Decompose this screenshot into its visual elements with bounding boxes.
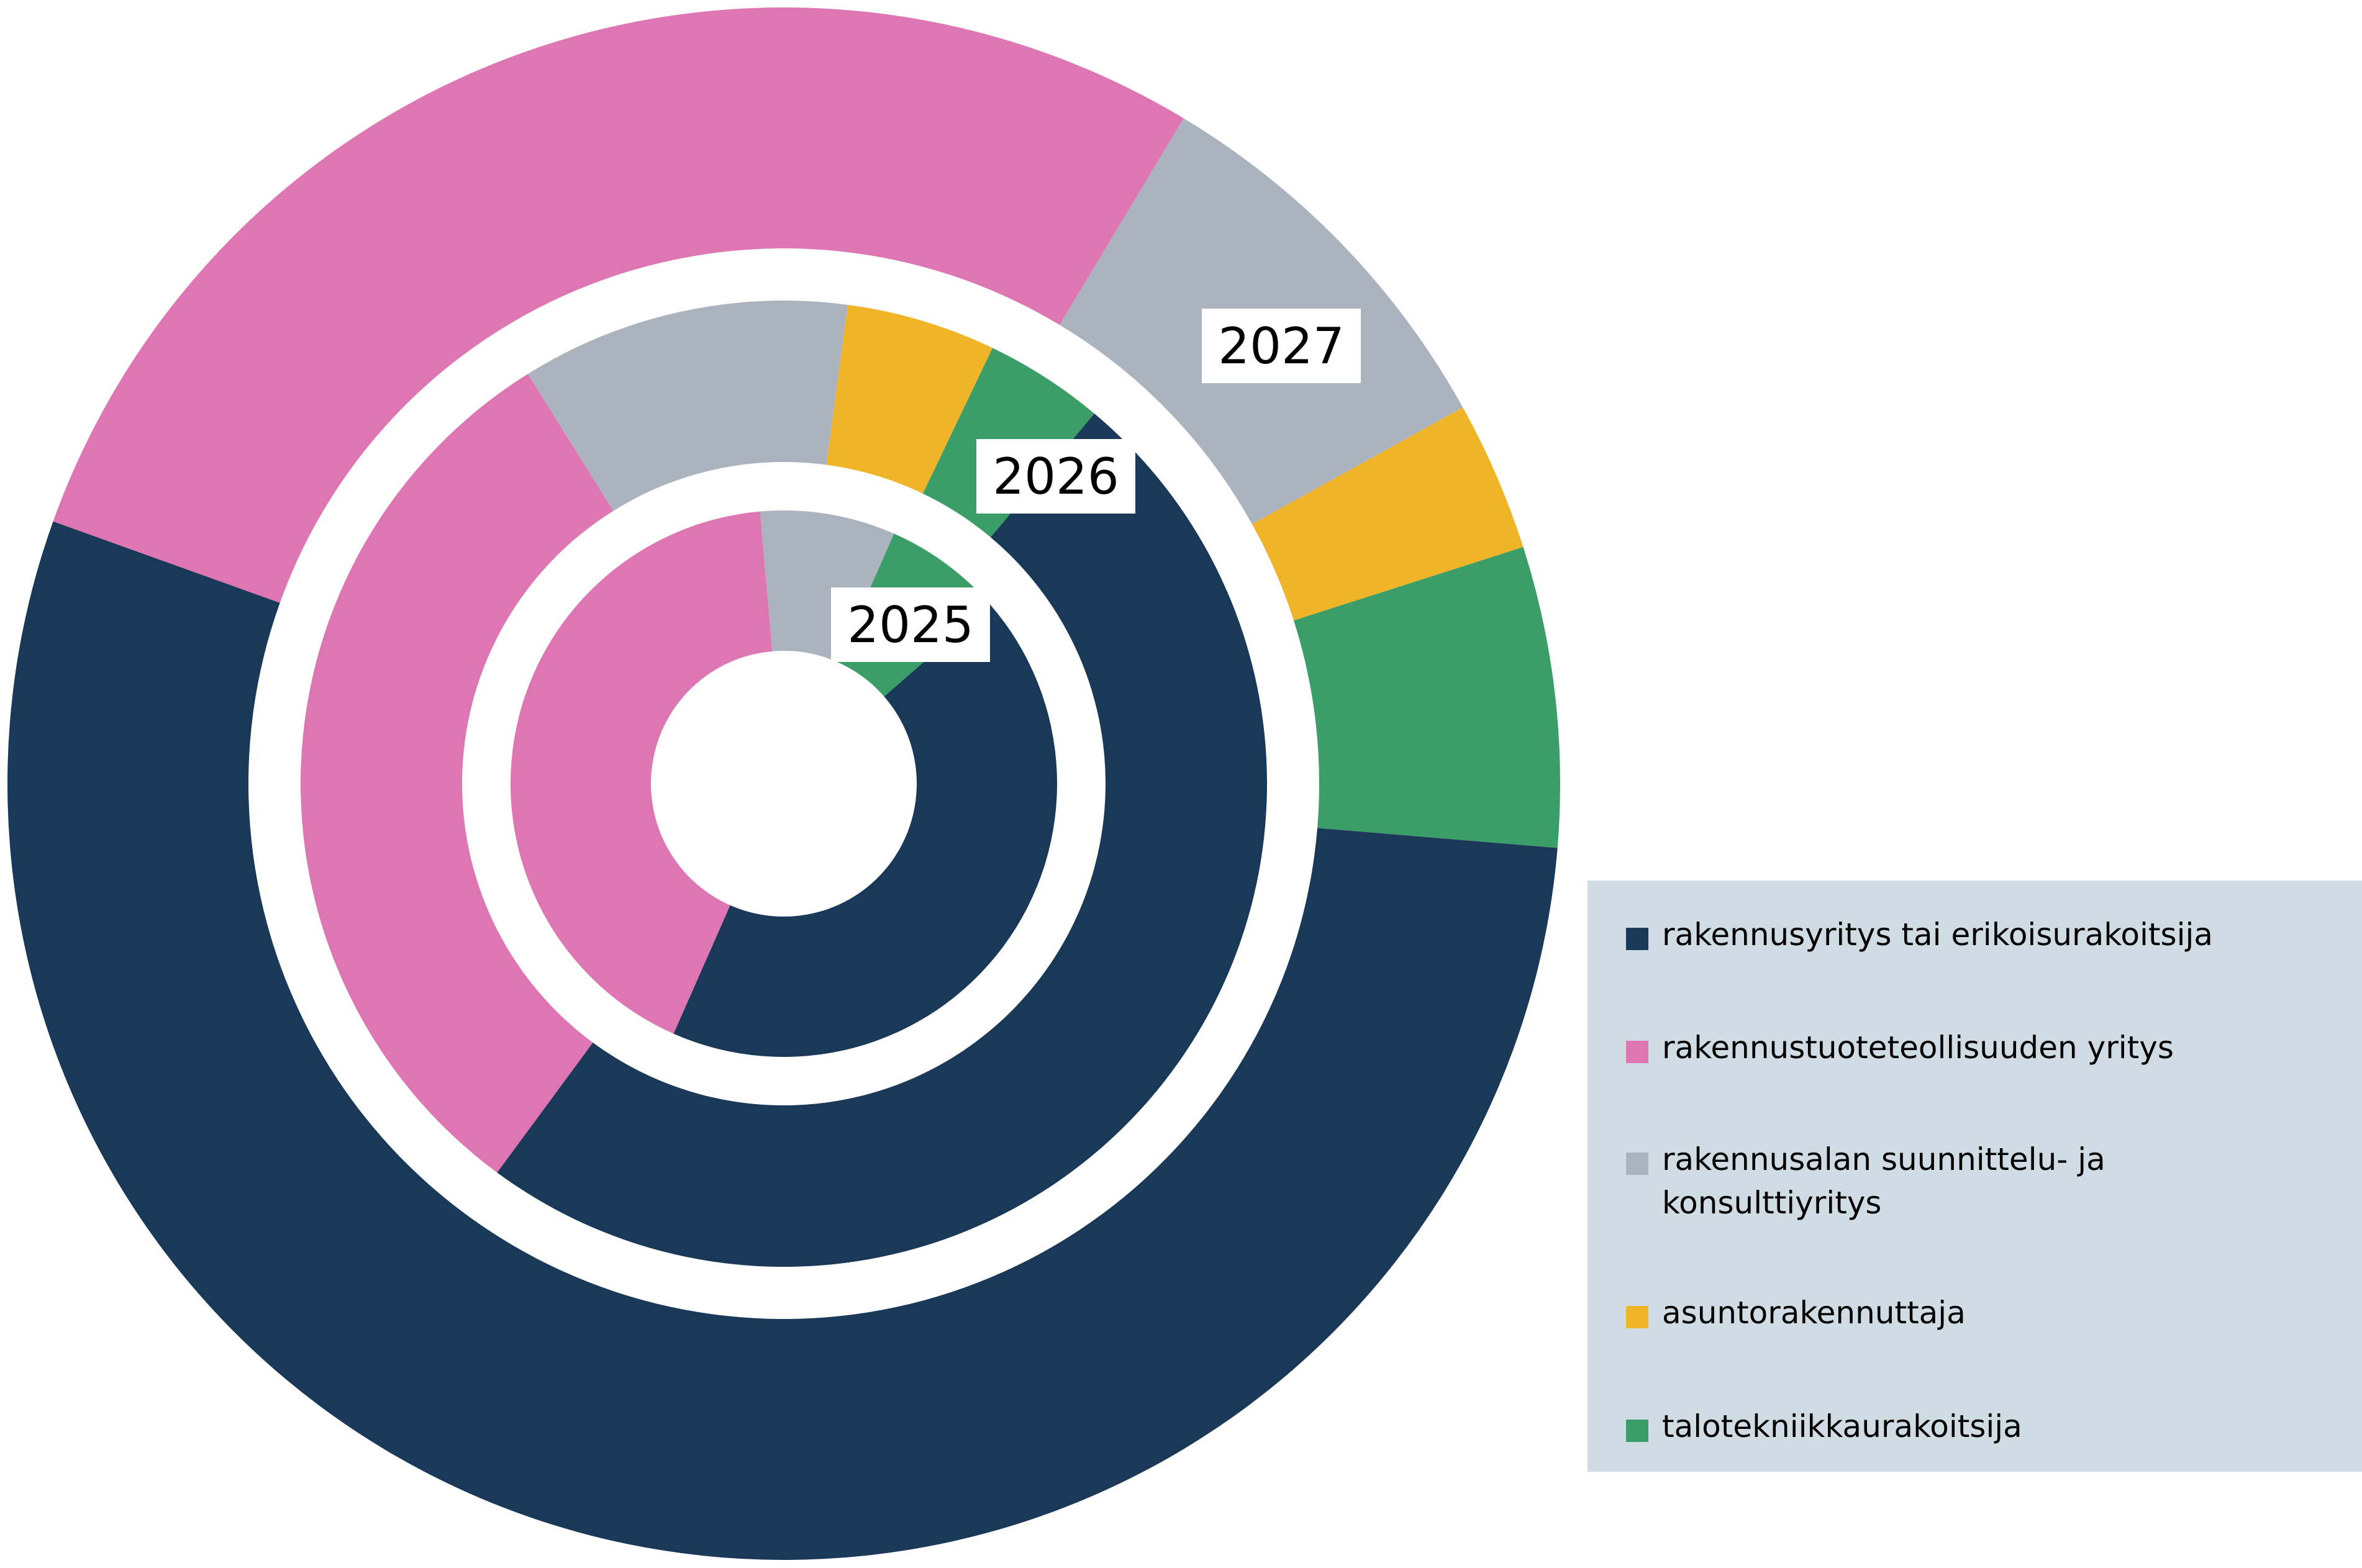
ring-2026-segment-3 [826,304,993,494]
ring-2025-segment-0 [673,604,1058,1058]
ring-2027-segment-4 [1293,546,1560,848]
legend-label: rakennusyritys tai erikoisurakoitsija [1662,917,2213,953]
year-labels: 2025 2026 2027 [831,309,1361,662]
legend-swatch [1626,1420,1648,1442]
legend-swatch [1626,1153,1648,1175]
legend-swatch [1626,1041,1648,1063]
ring-2025-segment-2 [760,510,894,663]
legend-swatch [1626,1306,1648,1328]
year-label-background [1202,309,1361,383]
legend-item-rakennusyritys: rakennusyritys tai erikoisurakoitsija [1626,913,2362,956]
year-label-text: 2025 [847,596,974,654]
ring-2026-segment-2 [527,301,848,511]
nested-donut-chart: 2025 2026 2027 [7,7,1560,1561]
rings [7,7,1560,1561]
year-label-text: 2027 [1218,317,1345,375]
legend-label: talotekniikkaurakoitsija [1662,1408,2022,1444]
legend-label: rakennusalan suunnittelu- ja konsulttiyr… [1662,1141,2105,1221]
year-label-2027: 2027 [1202,309,1361,383]
year-label-text: 2026 [992,448,1119,505]
ring-2027-segment-0 [7,521,1558,1561]
legend-item-rakennustuoteteollisuus: rakennustuoteteollisuuden yritys [1626,1026,2362,1069]
year-label-2026: 2026 [976,439,1135,514]
legend-label: rakennustuoteteollisuuden yritys [1662,1030,2174,1066]
legend-item-asuntorakennuttaja: asuntorakennuttaja [1626,1291,2362,1335]
legend-item-talotekniikka: talotekniikkaurakoitsija [1626,1405,2362,1448]
legend: rakennusyritys tai erikoisurakoitsija ra… [1588,881,2362,1472]
year-label-2025: 2025 [831,587,990,662]
legend-item-suunnittelu: rakennusalan suunnittelu- ja konsulttiyr… [1626,1138,2221,1225]
year-label-background [976,439,1135,514]
ring-2026-segment-1 [300,374,614,1173]
ring-2026-segment-0 [497,414,1267,1267]
ring-2027-segment-1 [53,7,1184,603]
legend-swatch [1626,928,1648,950]
ring-2027-segment-3 [1251,407,1524,621]
ring-2025-segment-1 [511,511,773,1034]
legend-label: asuntorakennuttaja [1662,1295,1966,1331]
year-label-background [831,587,990,662]
